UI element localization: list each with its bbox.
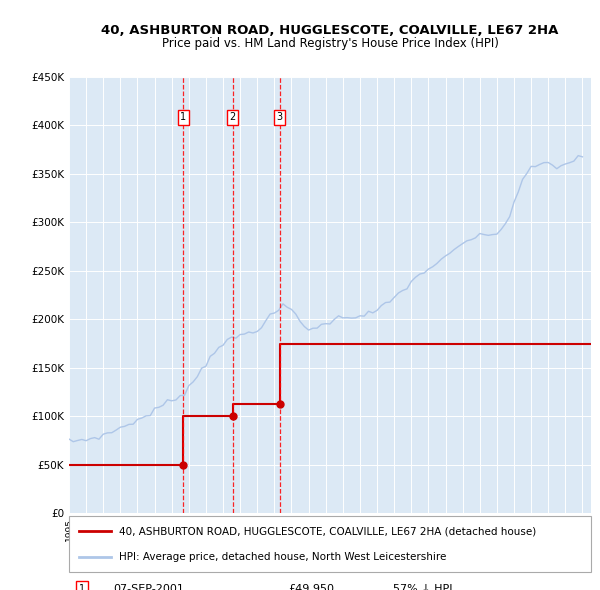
Text: £49,950: £49,950: [288, 584, 334, 590]
Text: 1: 1: [79, 584, 85, 590]
Text: Price paid vs. HM Land Registry's House Price Index (HPI): Price paid vs. HM Land Registry's House …: [161, 37, 499, 50]
Text: 07-SEP-2001: 07-SEP-2001: [113, 584, 184, 590]
Text: 57% ↓ HPI: 57% ↓ HPI: [392, 584, 452, 590]
Text: 40, ASHBURTON ROAD, HUGGLESCOTE, COALVILLE, LE67 2HA (detached house): 40, ASHBURTON ROAD, HUGGLESCOTE, COALVIL…: [119, 526, 536, 536]
Text: 3: 3: [277, 113, 283, 123]
Text: 2: 2: [229, 113, 236, 123]
FancyBboxPatch shape: [69, 516, 591, 572]
Text: HPI: Average price, detached house, North West Leicestershire: HPI: Average price, detached house, Nort…: [119, 552, 446, 562]
Text: 1: 1: [181, 113, 187, 123]
Text: 40, ASHBURTON ROAD, HUGGLESCOTE, COALVILLE, LE67 2HA: 40, ASHBURTON ROAD, HUGGLESCOTE, COALVIL…: [101, 24, 559, 37]
